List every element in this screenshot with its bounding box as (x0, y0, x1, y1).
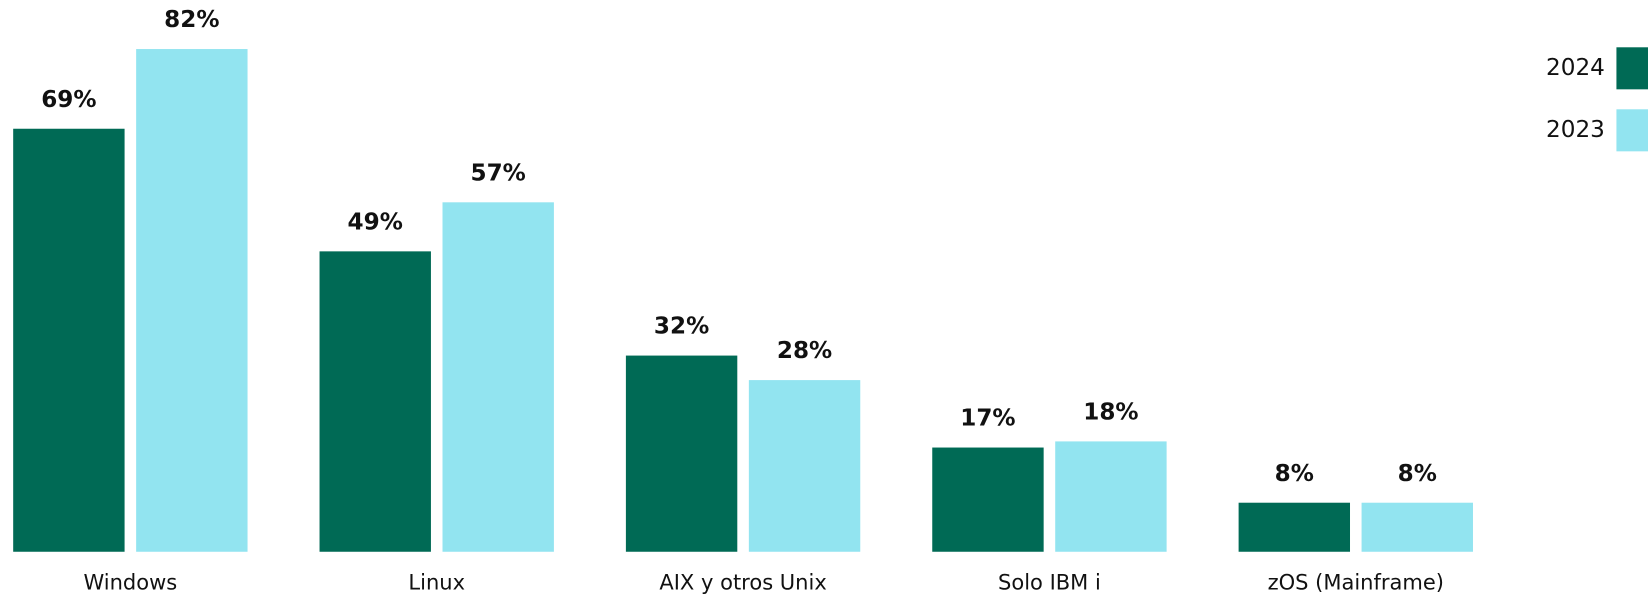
data-label: 32% (654, 314, 709, 340)
data-label: 28% (777, 338, 832, 364)
bar (1055, 441, 1167, 552)
x-tick-label: zOS (Mainframe) (1268, 569, 1444, 594)
legend-swatch (1616, 109, 1648, 152)
legend-swatch (1616, 47, 1648, 90)
bar (625, 355, 738, 552)
data-label: 57% (471, 160, 526, 186)
bar (1361, 502, 1473, 552)
data-label: 69% (41, 87, 96, 113)
bar (13, 128, 125, 552)
x-tick-label: Windows (83, 569, 177, 594)
bar (1238, 502, 1351, 552)
legend-label: 2024 (1546, 55, 1605, 81)
data-label: 49% (348, 209, 403, 235)
legend-label: 2023 (1546, 117, 1605, 143)
x-tick-label: Solo IBM i (998, 569, 1101, 594)
data-label: 18% (1083, 400, 1138, 426)
bar (136, 49, 248, 552)
data-label: 82% (164, 7, 219, 33)
x-tick-label: AIX y otros Unix (659, 569, 826, 594)
bar (932, 447, 1044, 552)
x-tick-label: Linux (408, 569, 465, 594)
bar (748, 380, 861, 552)
data-label: 8% (1275, 461, 1314, 487)
data-label: 8% (1398, 461, 1437, 487)
data-label: 17% (960, 406, 1015, 432)
bar (319, 251, 431, 552)
bar (442, 202, 554, 552)
